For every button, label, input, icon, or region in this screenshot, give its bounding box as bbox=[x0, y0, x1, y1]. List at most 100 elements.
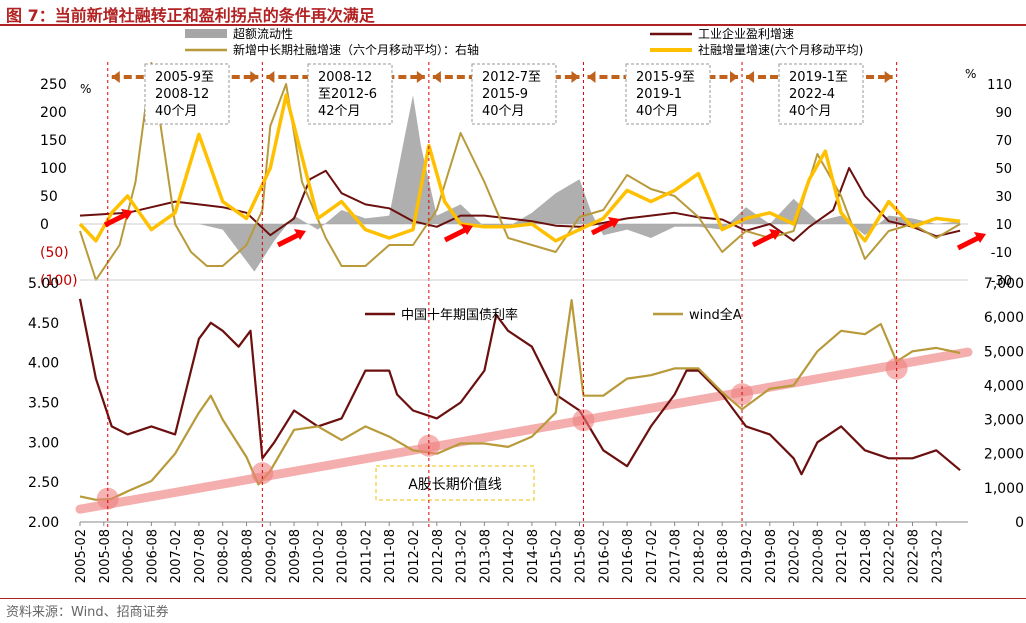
cycle-box-text-0-0: 2005-9至 bbox=[155, 70, 214, 85]
bottom-right-tick-7: 7,000 bbox=[984, 276, 1024, 292]
x-tick-label-3: 2006-08 bbox=[145, 529, 160, 583]
top-left-tick-2: 0 bbox=[40, 217, 49, 233]
x-tick-label-26: 2018-02 bbox=[692, 529, 707, 583]
x-tick-label-9: 2009-08 bbox=[288, 529, 303, 583]
top-right-unit: % bbox=[965, 67, 976, 81]
bottom-right-tick-3: 3,000 bbox=[984, 413, 1024, 429]
top-left-tick-4: 100 bbox=[40, 161, 67, 177]
cycle-arrow-head-r-4 bbox=[884, 71, 893, 83]
series-top-2 bbox=[79, 62, 961, 281]
top-left-tick-1: (50) bbox=[40, 245, 69, 261]
x-tick-label-30: 2020-02 bbox=[788, 529, 803, 583]
series-bond-yield bbox=[78, 298, 961, 476]
bottom-left-tick-5: 4.50 bbox=[28, 316, 59, 332]
top-left-unit: % bbox=[80, 82, 91, 96]
turning-point-3 bbox=[572, 409, 595, 432]
turning-point-0 bbox=[96, 487, 119, 510]
cycle-box-text-1-1: 至2012-6 bbox=[318, 87, 377, 102]
bottom-right-tick-6: 6,000 bbox=[984, 310, 1024, 326]
top-left-tick-3: 50 bbox=[40, 189, 58, 205]
cycle-box-text-1-2: 42个月 bbox=[318, 104, 361, 119]
figure-title: 图 7：当前新增社融转正和盈利拐点的条件再次满足 bbox=[6, 6, 375, 25]
x-tick-label-23: 2016-08 bbox=[621, 529, 636, 583]
turn-arrow-4 bbox=[751, 232, 775, 248]
bottom-left-tick-1: 2.50 bbox=[28, 475, 59, 491]
turn-arrow-2 bbox=[443, 227, 467, 243]
x-tick-label-32: 2021-02 bbox=[835, 529, 850, 583]
cycle-box-text-2-2: 40个月 bbox=[482, 104, 525, 119]
cycle-arrow-head-r-2 bbox=[571, 71, 580, 83]
x-tick-label-35: 2022-08 bbox=[907, 529, 922, 583]
turn-arrow-head-0 bbox=[121, 209, 133, 220]
x-tick-label-6: 2008-02 bbox=[217, 529, 232, 583]
x-tick-label-8: 2009-02 bbox=[264, 529, 279, 583]
top-left-tick-7: 250 bbox=[40, 77, 67, 93]
x-tick-label-18: 2014-02 bbox=[502, 529, 517, 583]
x-tick-label-29: 2019-08 bbox=[764, 529, 779, 583]
x-tick-label-10: 2010-02 bbox=[312, 529, 327, 583]
bottom-left-tick-0: 2.00 bbox=[28, 515, 59, 531]
legend-swatch-excess-liquidity bbox=[185, 29, 227, 38]
x-tick-label-14: 2012-02 bbox=[407, 529, 422, 583]
cycle-box-text-0-1: 2008-12 bbox=[155, 87, 209, 102]
cycle-arrow-head-r-0 bbox=[250, 71, 259, 83]
bottom-right-tick-5: 5,000 bbox=[984, 344, 1024, 360]
series-wind-a bbox=[79, 299, 961, 501]
x-tick-label-33: 2021-08 bbox=[859, 529, 874, 583]
top-right-tick-6: 90 bbox=[995, 106, 1012, 121]
turn-arrow-head-2 bbox=[461, 224, 473, 235]
bottom-left-tick-2: 3.00 bbox=[28, 435, 59, 451]
turn-arrow-1 bbox=[276, 232, 300, 248]
top-left-tick-5: 150 bbox=[40, 133, 67, 149]
turn-arrow-head-1 bbox=[294, 229, 306, 240]
turn-arrow-3 bbox=[590, 220, 614, 236]
cycle-box-2 bbox=[471, 63, 557, 125]
x-tick-label-27: 2018-08 bbox=[716, 529, 731, 583]
bottom-right-tick-4: 4,000 bbox=[984, 378, 1024, 394]
x-tick-label-7: 2008-08 bbox=[241, 529, 256, 583]
value-line-label-box bbox=[375, 465, 535, 501]
x-tick-label-4: 2007-02 bbox=[169, 529, 184, 583]
cycle-arrow-head-l-2 bbox=[432, 71, 441, 83]
x-tick-label-16: 2013-02 bbox=[455, 529, 470, 583]
cycle-box-text-4-0: 2019-1至 bbox=[789, 70, 848, 85]
bottom-left-tick-3: 3.50 bbox=[28, 396, 59, 412]
top-right-tick-1: -10 bbox=[991, 246, 1012, 261]
cycle-box-text-2-1: 2015-9 bbox=[482, 87, 528, 102]
series-top-3 bbox=[78, 93, 961, 243]
bottom-legend-label-0: 中国十年期国债利率 bbox=[401, 307, 518, 323]
turn-arrow-0 bbox=[103, 212, 127, 228]
top-right-tick-4: 50 bbox=[995, 162, 1012, 177]
x-tick-label-34: 2022-02 bbox=[883, 529, 898, 583]
cycle-arrow-head-l-1 bbox=[266, 71, 275, 83]
value-line-label: A股长期价值线 bbox=[408, 477, 502, 493]
x-tick-label-17: 2013-08 bbox=[478, 529, 493, 583]
bottom-right-tick-2: 2,000 bbox=[984, 447, 1024, 463]
cycle-box-text-3-1: 2019-1 bbox=[636, 87, 682, 102]
x-tick-label-12: 2011-02 bbox=[359, 529, 374, 583]
x-tick-label-21: 2015-08 bbox=[574, 529, 589, 583]
x-tick-label-15: 2012-08 bbox=[431, 529, 446, 583]
cycle-arrow-head-l-0 bbox=[111, 71, 120, 83]
cycle-box-text-0-2: 40个月 bbox=[155, 104, 198, 119]
top-right-tick-0: -30 bbox=[991, 274, 1012, 289]
turning-point-1 bbox=[251, 462, 274, 485]
cycle-box-text-2-0: 2012-7至 bbox=[482, 70, 541, 85]
bottom-left-tick-6: 5.00 bbox=[28, 276, 59, 292]
top-right-tick-3: 30 bbox=[995, 190, 1012, 205]
bottom-right-tick-1: 1,000 bbox=[984, 481, 1024, 497]
cycle-box-text-3-0: 2015-9至 bbox=[636, 70, 695, 85]
cycle-box-3 bbox=[625, 63, 711, 125]
x-tick-label-31: 2020-08 bbox=[811, 529, 826, 583]
cycle-box-0 bbox=[144, 63, 230, 125]
footer-divider bbox=[0, 598, 1026, 599]
x-tick-label-2: 2006-02 bbox=[122, 529, 137, 583]
x-tick-label-20: 2015-02 bbox=[550, 529, 565, 583]
legend-label-3: 社融增量增速(六个月移动平均) bbox=[698, 42, 863, 57]
legend-label-1: 工业企业盈利增速 bbox=[698, 26, 794, 41]
legend-label-0: 超额流动性 bbox=[233, 26, 293, 41]
x-tick-label-13: 2011-08 bbox=[383, 529, 398, 583]
source-note: 资料来源：Wind、招商证券 bbox=[6, 605, 169, 620]
cycle-box-text-4-1: 2022-4 bbox=[789, 87, 835, 102]
